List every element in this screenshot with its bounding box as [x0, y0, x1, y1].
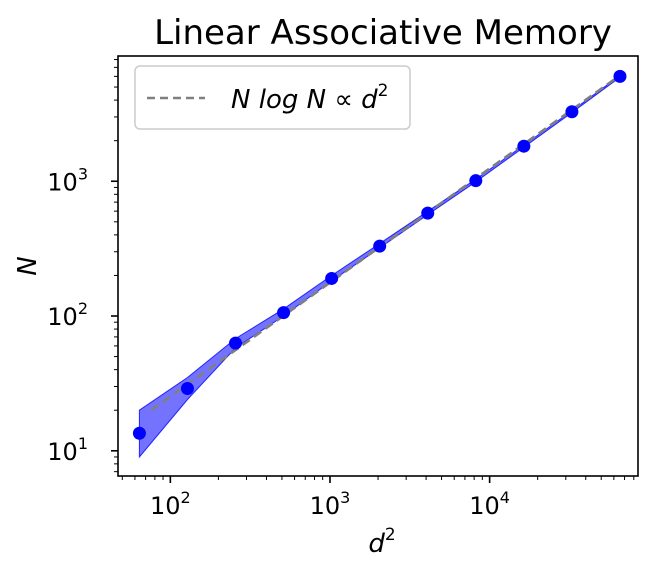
- x-axis-label: d2: [368, 525, 395, 559]
- data-point: [517, 139, 531, 153]
- legend-box: [134, 65, 411, 130]
- fit-line-layer: [150, 74, 621, 412]
- x-axis-label-exponent: 2: [385, 525, 396, 545]
- legend: N log N ∝ d2: [134, 65, 411, 130]
- legend-label-exponent: 2: [378, 81, 389, 101]
- confidence-band: [138, 74, 621, 459]
- x-tick-label: 102: [150, 488, 191, 520]
- axis-ticks-layer: 102 103 104 101 102 103: [47, 59, 635, 520]
- fit-line: [150, 74, 621, 412]
- y-axis-label: N: [13, 256, 43, 275]
- data-point: [229, 336, 243, 350]
- data-point: [421, 206, 435, 220]
- data-point: [373, 239, 387, 253]
- chart-title: Linear Associative Memory: [154, 13, 612, 53]
- x-tick-label: 103: [310, 488, 351, 520]
- data-point: [132, 426, 146, 440]
- confidence-band-layer: [138, 74, 621, 459]
- y-tick-label: 101: [47, 434, 88, 466]
- data-point: [180, 381, 194, 395]
- x-tick-label: 104: [469, 488, 510, 520]
- data-point: [613, 69, 627, 83]
- y-tick-label: 103: [47, 164, 88, 196]
- data-point: [469, 174, 483, 188]
- data-point: [277, 306, 291, 320]
- y-tick-label: 102: [47, 299, 88, 331]
- data-point: [565, 105, 579, 119]
- data-point: [325, 271, 339, 285]
- data-points-layer: [132, 69, 627, 440]
- legend-label: N log N ∝ d2: [231, 81, 389, 115]
